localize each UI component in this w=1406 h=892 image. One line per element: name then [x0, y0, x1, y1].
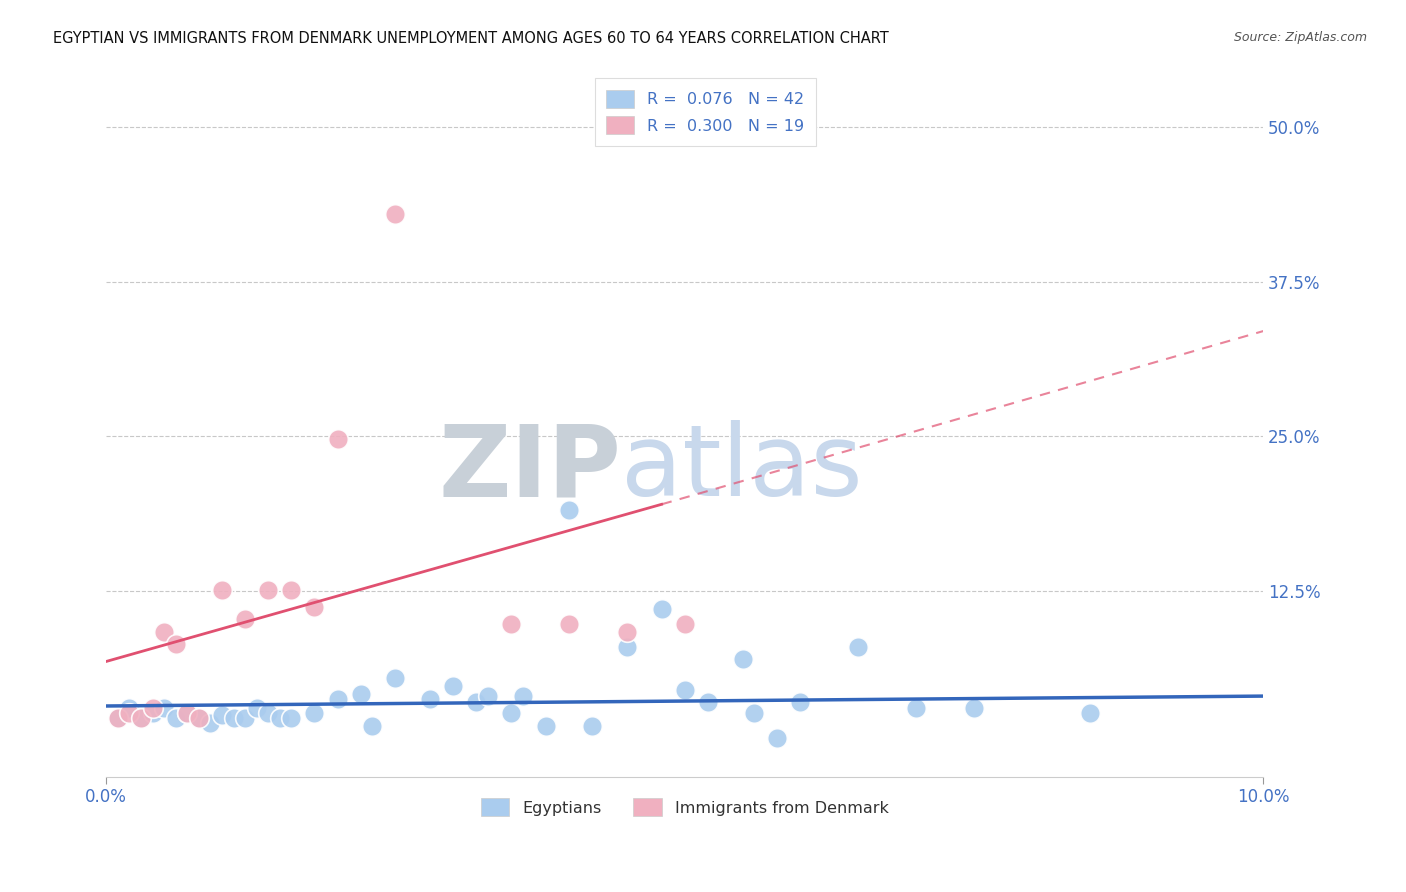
- Point: [280, 711, 302, 725]
- Point: [129, 711, 152, 725]
- Point: [129, 711, 152, 725]
- Point: [534, 719, 557, 733]
- Point: [118, 706, 141, 721]
- Point: [165, 711, 187, 725]
- Point: [766, 731, 789, 746]
- Point: [304, 600, 326, 615]
- Point: [846, 640, 869, 654]
- Point: [905, 701, 928, 715]
- Point: [789, 695, 811, 709]
- Legend: Egyptians, Immigrants from Denmark: Egyptians, Immigrants from Denmark: [472, 790, 897, 824]
- Point: [246, 701, 269, 715]
- Point: [361, 719, 384, 733]
- Point: [616, 624, 638, 639]
- Point: [176, 706, 198, 721]
- Point: [512, 689, 534, 703]
- Point: [651, 602, 673, 616]
- Point: [153, 701, 176, 715]
- Point: [107, 711, 129, 725]
- Point: [465, 695, 488, 709]
- Point: [1078, 706, 1101, 721]
- Point: [187, 711, 209, 725]
- Point: [118, 701, 141, 715]
- Text: Source: ZipAtlas.com: Source: ZipAtlas.com: [1233, 31, 1367, 45]
- Point: [233, 612, 256, 626]
- Point: [141, 706, 163, 721]
- Point: [107, 711, 129, 725]
- Point: [673, 617, 696, 632]
- Point: [742, 706, 765, 721]
- Point: [176, 706, 198, 721]
- Point: [558, 503, 581, 517]
- Point: [477, 689, 499, 703]
- Point: [350, 687, 373, 701]
- Point: [441, 679, 464, 693]
- Point: [616, 640, 638, 654]
- Point: [257, 582, 280, 597]
- Point: [558, 617, 581, 632]
- Point: [222, 711, 245, 725]
- Point: [200, 716, 222, 731]
- Point: [141, 701, 163, 715]
- Point: [269, 711, 291, 725]
- Point: [211, 707, 233, 722]
- Text: ZIP: ZIP: [439, 420, 621, 517]
- Point: [963, 701, 986, 715]
- Point: [153, 624, 176, 639]
- Point: [696, 695, 718, 709]
- Point: [419, 691, 441, 706]
- Text: EGYPTIAN VS IMMIGRANTS FROM DENMARK UNEMPLOYMENT AMONG AGES 60 TO 64 YEARS CORRE: EGYPTIAN VS IMMIGRANTS FROM DENMARK UNEM…: [53, 31, 889, 46]
- Point: [326, 691, 349, 706]
- Point: [501, 706, 523, 721]
- Point: [501, 617, 523, 632]
- Point: [384, 206, 406, 220]
- Point: [257, 706, 280, 721]
- Point: [211, 582, 233, 597]
- Point: [280, 582, 302, 597]
- Point: [673, 682, 696, 697]
- Point: [304, 706, 326, 721]
- Point: [384, 671, 406, 685]
- Point: [731, 652, 754, 666]
- Point: [581, 719, 603, 733]
- Point: [165, 637, 187, 651]
- Text: atlas: atlas: [621, 420, 863, 517]
- Point: [233, 711, 256, 725]
- Point: [326, 432, 349, 446]
- Point: [187, 711, 209, 725]
